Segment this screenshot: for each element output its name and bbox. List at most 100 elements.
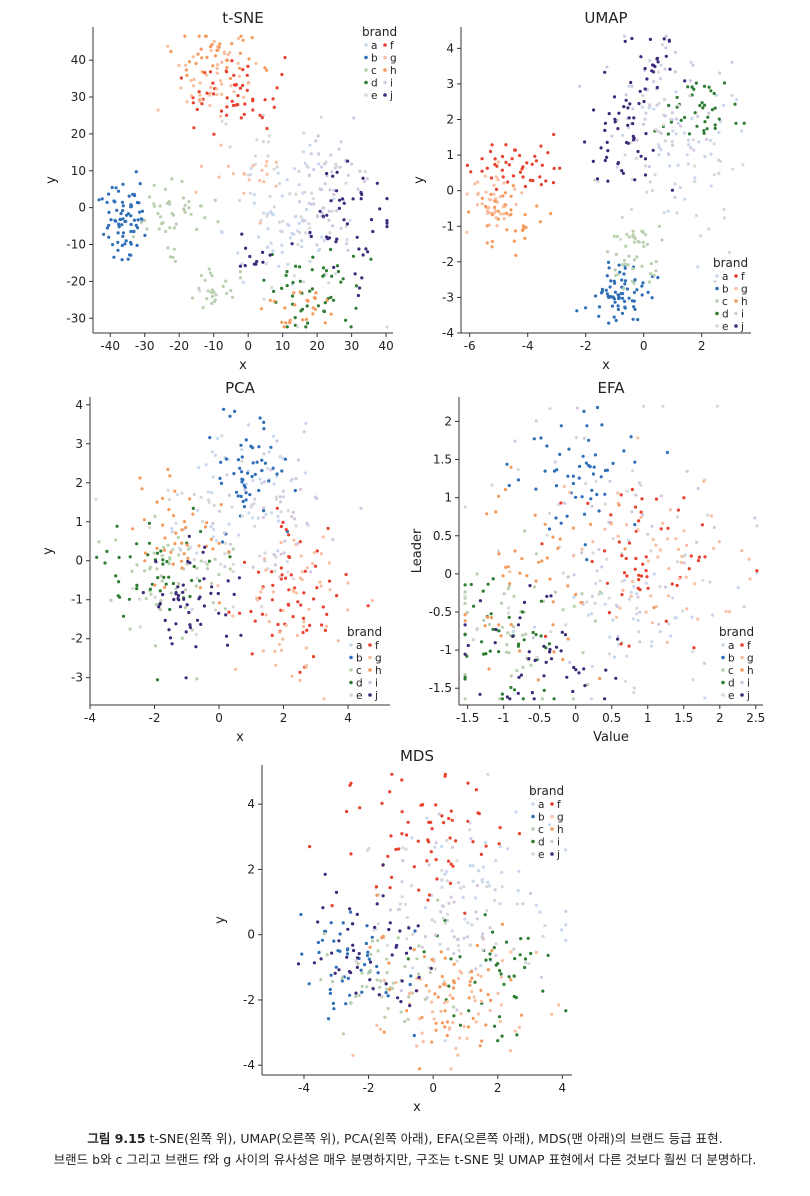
point-brand-j xyxy=(384,982,388,986)
point-brand-b xyxy=(271,466,275,470)
point-brand-j xyxy=(583,140,587,144)
point-brand-g xyxy=(445,999,449,1003)
point-brand-a xyxy=(498,902,502,906)
point-brand-i xyxy=(362,179,367,183)
point-brand-j xyxy=(607,112,611,116)
point-brand-h xyxy=(387,961,391,965)
point-brand-h xyxy=(162,548,167,552)
point-brand-e xyxy=(307,222,311,226)
point-brand-b xyxy=(348,993,352,997)
point-brand-h xyxy=(463,613,467,617)
point-brand-c xyxy=(149,592,153,596)
point-brand-i xyxy=(273,563,278,567)
y-tick-label: -2 xyxy=(243,993,255,1007)
point-brand-h xyxy=(265,68,269,72)
point-brand-h xyxy=(304,317,308,321)
point-brand-d xyxy=(493,1024,497,1028)
point-brand-b xyxy=(539,436,543,440)
legend-marker-i xyxy=(368,680,372,685)
y-tick-label: -4 xyxy=(243,1058,255,1072)
point-brand-e xyxy=(199,495,203,499)
point-brand-f xyxy=(397,847,401,851)
point-brand-e xyxy=(634,156,638,160)
point-brand-e xyxy=(311,197,315,201)
point-brand-g xyxy=(302,620,306,624)
point-brand-i xyxy=(262,506,266,510)
point-brand-g xyxy=(222,50,226,54)
point-brand-a xyxy=(617,643,621,647)
point-brand-i xyxy=(657,145,661,149)
point-brand-c xyxy=(475,572,479,576)
point-brand-a xyxy=(483,840,487,845)
legend-label-i: i xyxy=(741,309,744,321)
point-brand-b xyxy=(633,460,637,464)
point-brand-f xyxy=(637,578,641,582)
point-brand-a xyxy=(250,516,255,520)
point-brand-g xyxy=(667,567,671,571)
point-brand-g xyxy=(609,522,614,526)
point-brand-c xyxy=(586,683,590,687)
point-brand-j xyxy=(381,863,385,867)
point-brand-e xyxy=(231,570,235,574)
point-brand-e xyxy=(298,231,302,235)
point-brand-i xyxy=(401,858,405,863)
point-brand-f xyxy=(238,86,242,90)
point-brand-g xyxy=(198,93,202,97)
y-tick-label: 0 xyxy=(444,567,452,581)
point-brand-i xyxy=(332,192,336,197)
point-brand-c xyxy=(341,1032,345,1036)
point-brand-c xyxy=(613,273,618,278)
point-brand-i xyxy=(297,200,301,204)
point-brand-c xyxy=(325,953,329,957)
point-brand-b xyxy=(640,284,644,288)
point-brand-b xyxy=(258,416,262,420)
point-brand-b xyxy=(587,438,591,442)
point-brand-e xyxy=(623,679,628,683)
point-brand-h xyxy=(184,526,188,530)
point-brand-i xyxy=(309,152,313,156)
point-brand-e xyxy=(324,272,328,276)
point-brand-c xyxy=(153,644,157,648)
point-brand-c xyxy=(170,177,174,181)
point-brand-b xyxy=(242,483,246,487)
point-brand-e xyxy=(224,122,228,126)
point-brand-b xyxy=(121,231,125,235)
point-brand-d xyxy=(483,913,487,917)
point-brand-h xyxy=(503,191,507,195)
point-brand-j xyxy=(632,116,636,120)
point-brand-e xyxy=(274,555,278,559)
point-brand-j xyxy=(466,643,470,648)
point-brand-g xyxy=(476,1012,481,1016)
point-brand-b xyxy=(218,476,222,480)
point-brand-i xyxy=(664,34,668,38)
point-brand-f xyxy=(287,555,291,559)
point-brand-b xyxy=(545,444,549,448)
point-brand-g xyxy=(591,540,595,544)
point-brand-b xyxy=(532,437,536,441)
point-brand-d xyxy=(512,974,516,978)
point-brand-e xyxy=(543,924,547,928)
point-brand-c xyxy=(504,650,509,654)
point-brand-b xyxy=(299,912,303,917)
point-brand-h xyxy=(199,47,203,51)
point-brand-d xyxy=(516,644,520,648)
point-brand-c xyxy=(379,979,383,983)
point-brand-j xyxy=(606,179,610,183)
point-brand-c xyxy=(135,563,139,567)
point-brand-i xyxy=(493,888,497,892)
point-brand-c xyxy=(114,538,118,542)
point-brand-a xyxy=(196,508,200,512)
point-brand-h xyxy=(155,546,159,550)
point-brand-h xyxy=(213,54,217,58)
point-brand-f xyxy=(200,102,204,106)
point-brand-d xyxy=(667,103,671,107)
point-brand-i xyxy=(580,551,584,555)
point-brand-b xyxy=(620,311,625,315)
point-brand-j xyxy=(527,650,531,654)
point-brand-j xyxy=(622,105,626,109)
point-brand-j xyxy=(216,591,220,596)
point-brand-h xyxy=(153,583,157,587)
point-brand-h xyxy=(306,299,310,303)
point-brand-i xyxy=(456,881,461,885)
legend-marker-f xyxy=(734,274,738,278)
